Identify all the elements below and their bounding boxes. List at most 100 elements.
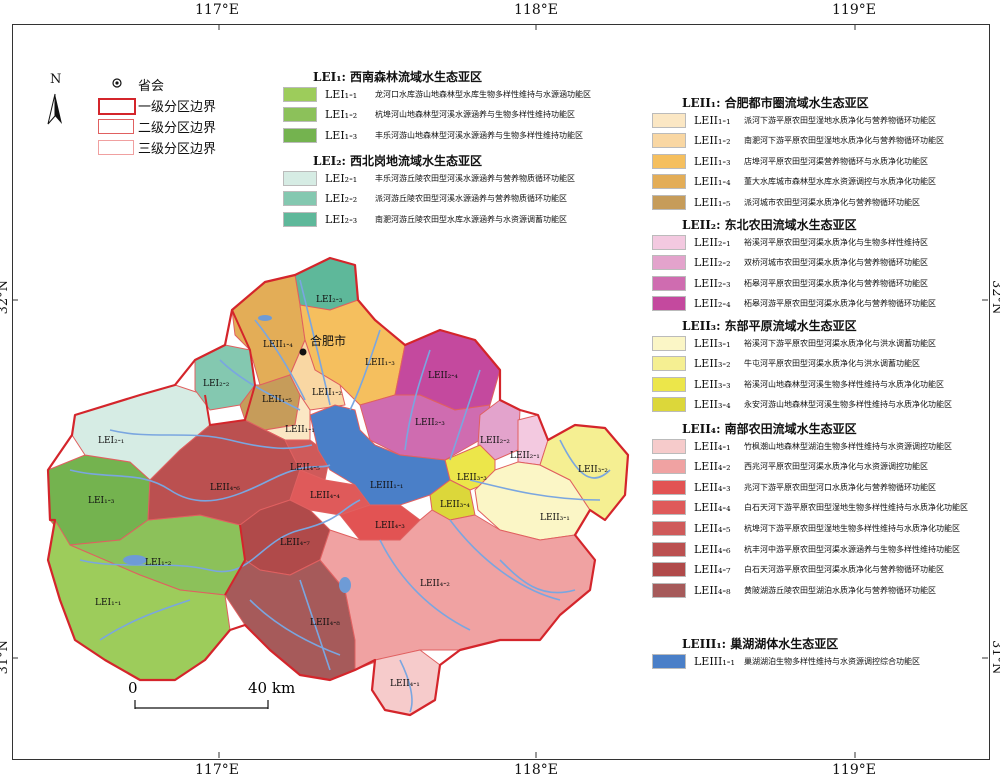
legend-description: 派河游丘陵农田型河溪水源涵养与营养物质循环功能区	[375, 194, 567, 204]
region-label-LEII1-2: LEII₁-₂	[312, 388, 342, 398]
legend-description: 裕溪河下游平原农田型河渠水质净化与洪水调蓄功能区	[744, 338, 936, 348]
region-labels: LEI₁-₁ LEI₁-₂ LEI₁-₃ LEI₂-₁ LEI₂-₂ LEI₂-₃ LEII…	[88, 295, 608, 689]
legend-swatch	[283, 86, 317, 102]
basin-outer-boundary	[46, 256, 630, 717]
legend-swatch	[652, 255, 686, 271]
legend-item: LEII₄-₆ 杭丰河中游平原农田型河渠水源涵养与生物多样性维持功能区	[652, 541, 960, 557]
legend-code: LEII₂-₄	[694, 297, 731, 311]
legend-swatch	[652, 653, 686, 669]
river-network	[69, 279, 611, 713]
legend-swatch	[652, 275, 686, 291]
key-level2-swatch	[98, 119, 134, 134]
region-label-LEIII1-1: LEIII₁-₁	[370, 481, 403, 491]
key-capital-label: 省会	[138, 79, 165, 94]
legend-description: 白石天河游平原农田型河渠水质净化与营养物循环功能区	[744, 565, 944, 575]
north-arrow	[44, 78, 66, 132]
scale-start-label: 0	[128, 679, 138, 697]
lon-label-119-top: 119°E	[832, 2, 876, 18]
region-label-LEII4-6: LEII₄-₆	[210, 483, 240, 493]
legend-description: 南淝河下游平原农田型湿地水质净化与营养物循环功能区	[744, 136, 944, 146]
subregion-polygons	[47, 257, 629, 716]
legend-swatch	[283, 107, 317, 123]
legend-description: 裕溪河山地森林型河溪生物多样性维持与水质净化功能区	[744, 379, 944, 389]
lon-label-119-bottom: 119°E	[832, 762, 876, 778]
legend-swatch	[652, 356, 686, 372]
legend-code: LEI₂-₂	[325, 192, 358, 206]
legend-code: LEII₂-₂	[694, 256, 731, 270]
legend-code: LEII₄-₄	[694, 501, 731, 515]
legend-code: LEII₃-₁	[694, 336, 731, 350]
legend-item: LEI₁-₂ 杭埠河山地森林型河溪水源涵养与生物多样性维持功能区	[283, 107, 575, 123]
region-label-LEI1-3: LEI₁-₃	[88, 496, 115, 506]
region-label-LEII4-2: LEII₄-₂	[420, 579, 450, 589]
legend-item: LEII₁-₄ 董大水库城市森林型水库水资源调控与水质净化功能区	[652, 174, 936, 190]
city-label-hefei: 合肥市	[310, 333, 346, 348]
region-label-LEI2-3: LEI₂-₃	[316, 295, 343, 305]
region-LEIII1-1	[309, 404, 451, 506]
legend-description: 董大水库城市森林型水库水资源调控与水质净化功能区	[744, 177, 936, 187]
legend-swatch	[652, 520, 686, 536]
region-label-LEII4-5: LEII₄-₅	[290, 463, 320, 473]
legend-item: LEII₁-₅ 派河城市农田型河渠水质净化与营养物循环功能区	[652, 194, 920, 210]
legend-swatch	[652, 582, 686, 598]
legend-description: 柘皋河平原农田型河渠水质净化与营养物循环功能区	[744, 278, 928, 288]
legend-swatch	[652, 438, 686, 454]
legend-description: 杭埠河下游平原农田型湿地生物多样性维持与水质净化功能区	[744, 523, 960, 533]
legend-swatch	[652, 133, 686, 149]
legend-swatch	[652, 153, 686, 169]
legend-swatch	[652, 234, 686, 250]
legend-item: LEII₁-₃ 店埠河平原农田型河渠营养物循环与水质净化功能区	[652, 153, 928, 169]
lon-label-117-bottom: 117°E	[195, 762, 239, 778]
legend-item: LEII₂-₁ 裕溪河平原农田型河渠水质净化与生物多样性维持区	[652, 234, 928, 250]
legend-item: LEII₃-₄ 永安河游山地森林型河溪生物多样性维持与水质净化功能区	[652, 397, 952, 413]
legend-swatch	[652, 500, 686, 516]
region-label-LEII1-3: LEII₁-₃	[365, 358, 395, 368]
legend-code: LEII₄-₁	[694, 439, 731, 453]
legend-code: LEII₄-₂	[694, 460, 731, 474]
legend-swatch	[652, 335, 686, 351]
region-label-LEII1-1: LEII₁-₁	[285, 425, 315, 435]
legend-item: LEII₄-₄ 白石天河下游平原农田型湿地生物多样性维持与水质净化功能区	[652, 500, 968, 516]
legend-code: LEII₁-₂	[694, 134, 731, 148]
legend-item: LEII₂-₄ 柘皋河游平原农田型河渠水质净化与营养物循环功能区	[652, 296, 936, 312]
legend-description: 派河下游平原农田型湿地水质净化与营养物循环功能区	[744, 115, 936, 125]
capital-marker-hefei	[299, 348, 307, 356]
legend-code: LEII₂-₃	[694, 276, 731, 290]
region-label-LEII4-4: LEII₄-₄	[310, 491, 340, 501]
legend-swatch	[283, 170, 317, 186]
legend-swatch	[652, 174, 686, 190]
north-label: N	[50, 72, 62, 87]
legend-swatch	[283, 211, 317, 227]
level1-internal-boundary	[204, 309, 257, 596]
legend-item: LEII₄-₂ 西兆河平原农田型河渠水质净化与水资源调控功能区	[652, 459, 928, 475]
legend-description: 双桥河城市农田型河渠水质净化与营养物循环功能区	[744, 258, 928, 268]
legend-item: LEI₁-₃ 丰乐河游山地森林型河溪水源涵养与生物多样性维持功能区	[283, 127, 583, 143]
key-level1-swatch	[98, 98, 136, 115]
legend-code: LEII₄-₆	[694, 542, 731, 556]
legend-item: LEI₂-₃ 南淝河游丘陵农田型水库水源涵养与水资源调蓄功能区	[283, 211, 567, 227]
legend-code: LEI₁-₁	[325, 87, 358, 101]
legend-code: LEII₄-₃	[694, 480, 731, 494]
legend-item: LEII₄-₇ 白石天河游平原农田型河渠水质净化与营养物循环功能区	[652, 562, 944, 578]
region-label-LEII1-4: LEII₁-₄	[263, 340, 293, 350]
legend-description: 黄陂湖游丘陵农田型湖泊水质净化与营养物循环功能区	[744, 585, 936, 595]
key-level3-swatch	[98, 140, 134, 155]
region-label-LEII2-1: LEII₂-₁	[510, 451, 540, 461]
region-label-LEI2-2: LEI₂-₂	[203, 379, 230, 389]
legend-item: LEII₂-₂ 双桥河城市农田型河渠水质净化与营养物循环功能区	[652, 255, 928, 271]
legend-code: LEII₁-₅	[694, 195, 731, 209]
legend-group-title: LEI₂: 西北岗地流域水生态亚区	[313, 154, 483, 168]
legend-code: LEII₃-₄	[694, 398, 731, 412]
lat-label-32-right: 32°N	[989, 280, 1000, 315]
region-label-LEII4-7: LEII₄-₇	[280, 538, 310, 548]
legend-description: 永安河游山地森林型河溪生物多样性维持与水质净化功能区	[744, 400, 952, 410]
legend-group-title: LEII₄: 南部农田流域水生态亚区	[682, 422, 857, 436]
legend-code: LEI₂-₃	[325, 212, 358, 226]
legend-swatch	[652, 296, 686, 312]
graticule-ticks	[12, 24, 988, 758]
legend-code: LEII₁-₁	[694, 113, 731, 127]
legend-code: LEII₄-₇	[694, 563, 731, 577]
legend-code: LEI₂-₁	[325, 171, 358, 185]
legend-code: LEII₁-₄	[694, 175, 731, 189]
